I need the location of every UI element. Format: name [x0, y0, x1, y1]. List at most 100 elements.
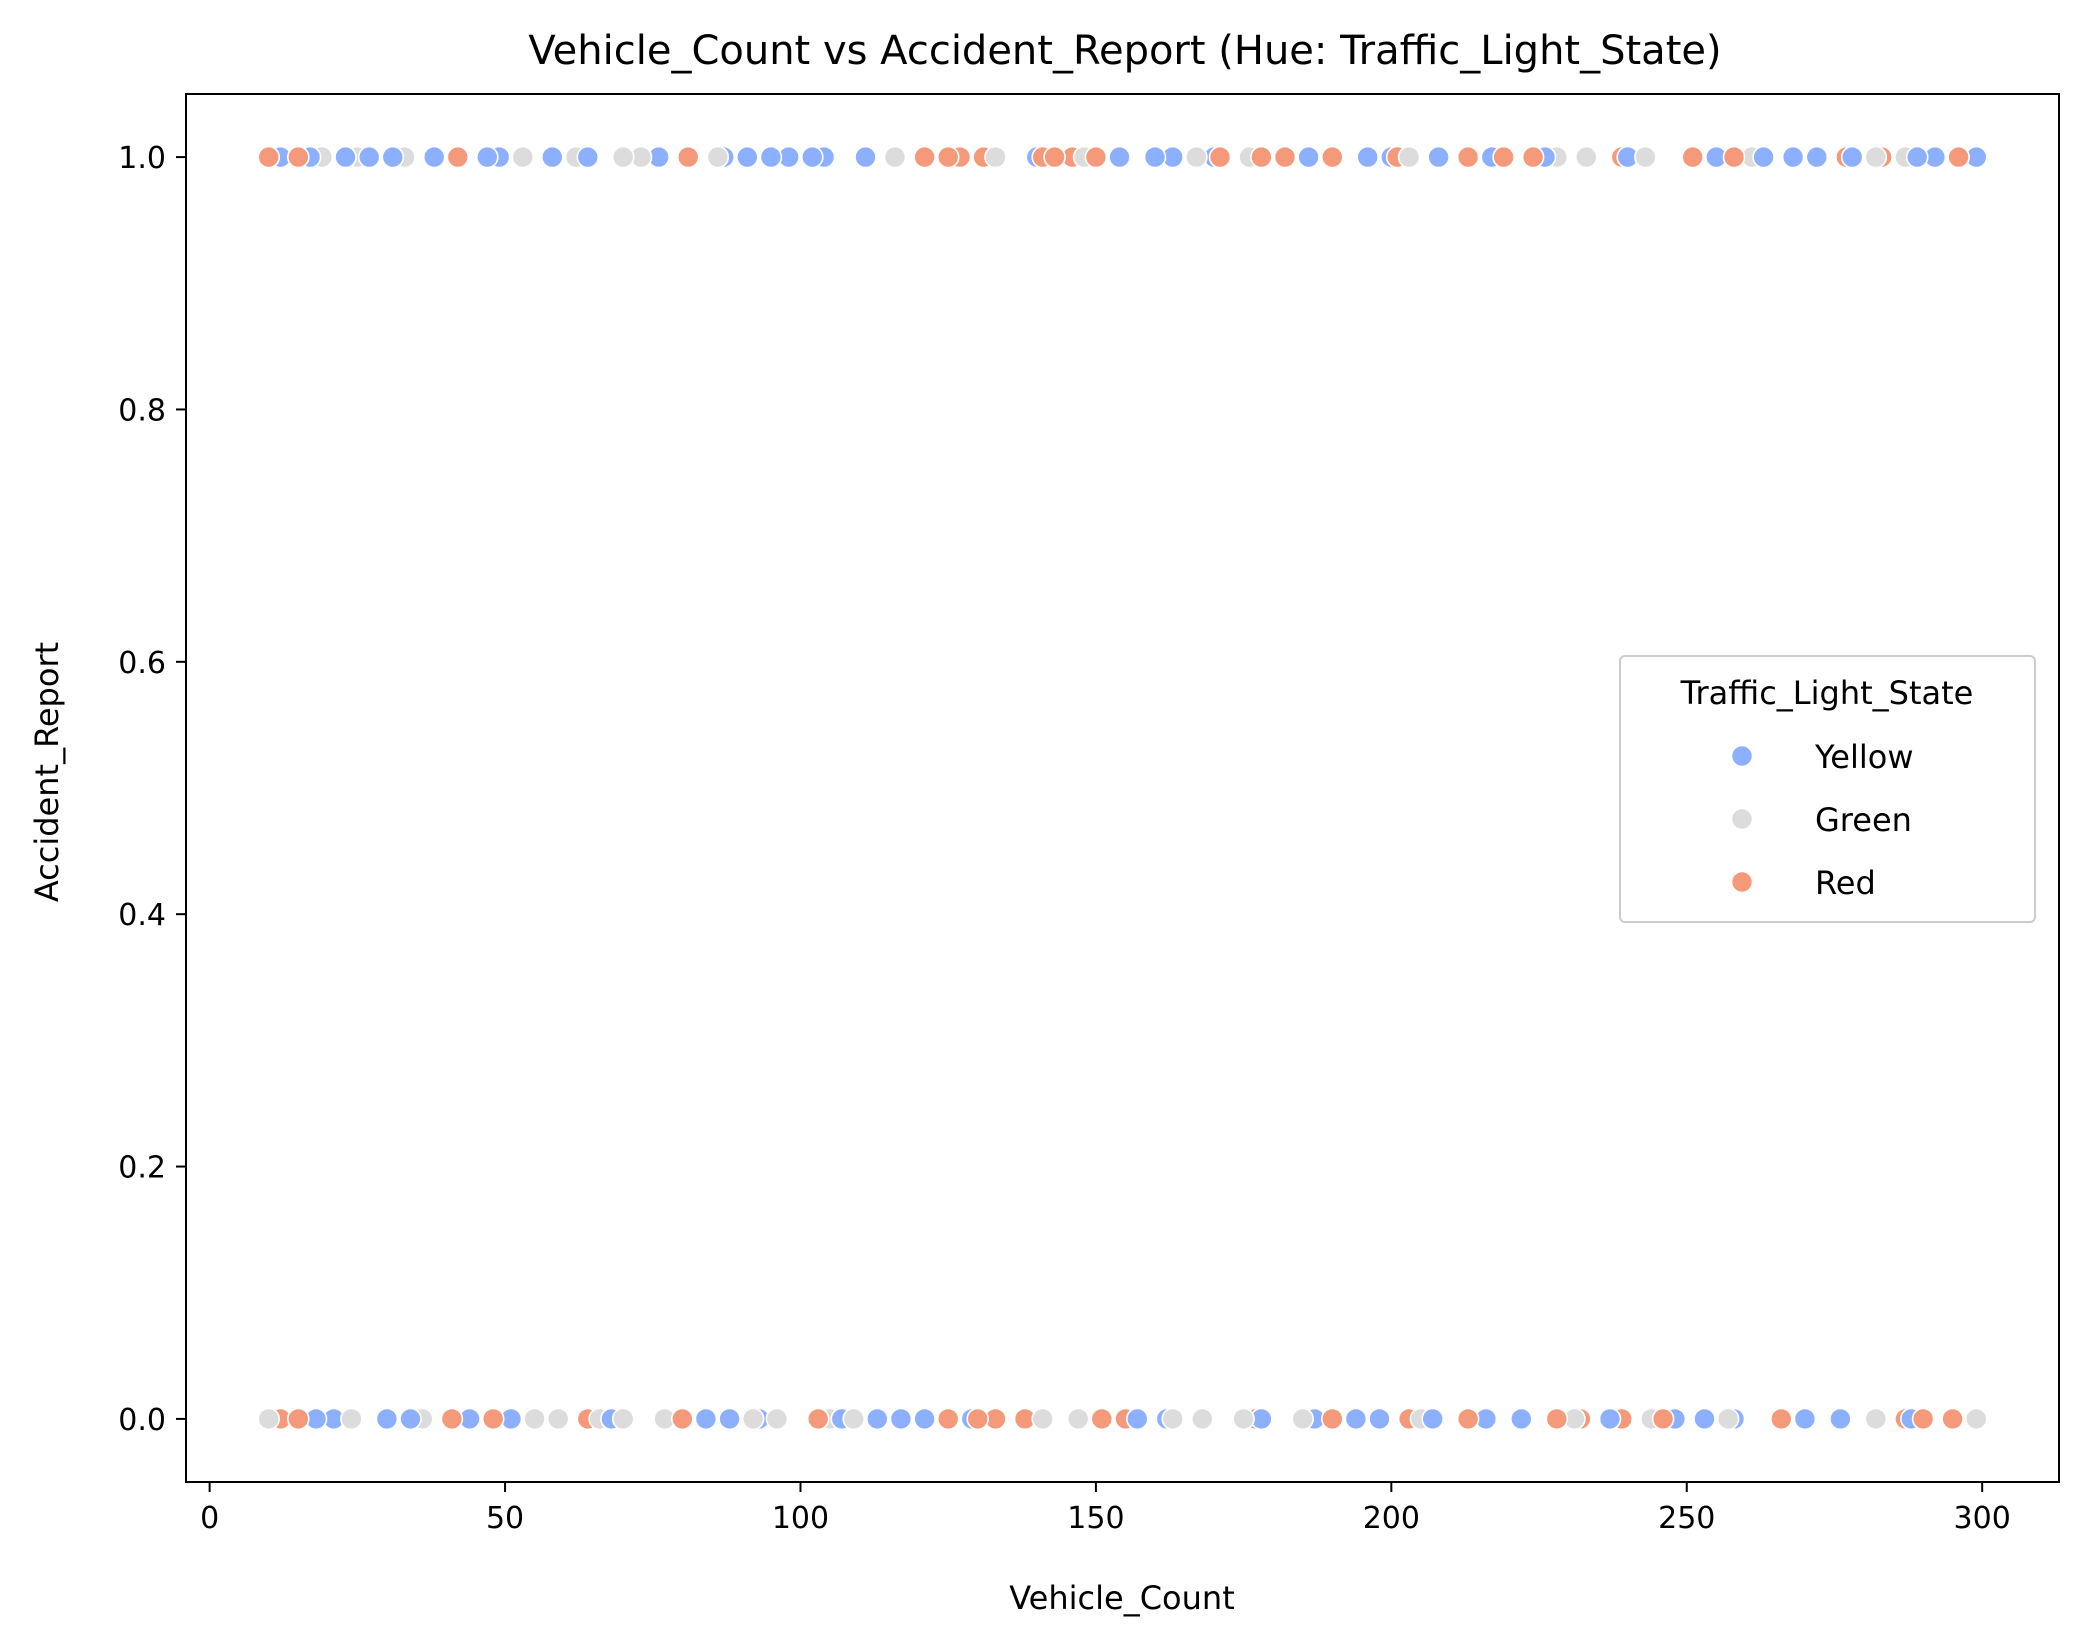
y-tick-label: 0.4 — [118, 898, 166, 933]
x-tick-label: 200 — [1363, 1501, 1420, 1536]
point-green — [1634, 145, 1657, 169]
point-yellow — [357, 145, 381, 169]
point-yellow — [1126, 1407, 1149, 1431]
point-red — [1681, 145, 1704, 169]
point-red — [257, 145, 281, 169]
point-yellow — [1344, 1407, 1368, 1431]
point-green — [706, 145, 730, 169]
point-red — [446, 145, 470, 169]
point-green — [1031, 1407, 1054, 1431]
y-tick-label: 0.8 — [118, 393, 166, 428]
point-green — [546, 1407, 570, 1431]
point-yellow — [475, 145, 499, 169]
point-red — [286, 1407, 310, 1431]
point-green — [611, 145, 635, 169]
point-yellow — [889, 1407, 913, 1431]
point-yellow — [381, 145, 405, 169]
point-red — [806, 1407, 830, 1431]
point-yellow — [1829, 1407, 1852, 1431]
x-tick-label: 150 — [1067, 1501, 1124, 1536]
legend-title: Traffic_Light_State — [1680, 674, 1974, 712]
point-yellow — [1368, 1407, 1391, 1431]
point-red — [966, 1407, 990, 1431]
point-green — [611, 1407, 635, 1431]
point-yellow — [735, 145, 759, 169]
point-red — [481, 1407, 505, 1431]
point-red — [1090, 1407, 1114, 1431]
point-green — [741, 1407, 765, 1431]
point-red — [936, 1407, 960, 1431]
point-green — [1185, 145, 1208, 169]
point-yellow — [1840, 145, 1864, 169]
point-yellow — [1510, 1407, 1533, 1431]
point-green — [523, 1407, 546, 1431]
point-red — [1651, 1407, 1675, 1431]
point-yellow — [1356, 145, 1379, 169]
plot-area-frame — [185, 93, 2060, 1483]
point-red — [1521, 145, 1545, 169]
legend-marker-red — [1730, 870, 1754, 894]
legend-label-yellow: Yellow — [1814, 738, 1914, 776]
point-green — [511, 145, 535, 169]
x-axis-ticks: 0 50 100 150 200 250 300 — [200, 1482, 2011, 1536]
point-red — [1273, 145, 1297, 169]
x-tick-label: 100 — [772, 1501, 829, 1536]
point-red — [440, 1407, 464, 1431]
point-yellow — [913, 1407, 936, 1431]
point-green — [1864, 1407, 1888, 1431]
point-green — [340, 1407, 363, 1431]
point-yellow — [1781, 145, 1805, 169]
point-green — [257, 1407, 281, 1431]
legend-entries: Yellow Green Red — [1730, 738, 1914, 902]
y-axis-ticks: 0.0 0.2 0.4 0.6 0.8 1.0 — [118, 141, 186, 1438]
point-yellow — [422, 145, 446, 169]
point-red — [913, 145, 936, 169]
point-yellow — [800, 145, 824, 169]
y-axis-label: Accident_Report — [28, 642, 66, 902]
legend: Traffic_Light_State Yellow Green Red — [1619, 655, 2036, 923]
point-red — [1941, 1407, 1964, 1431]
point-red — [676, 145, 700, 169]
point-yellow — [694, 1407, 718, 1431]
x-tick-label: 0 — [200, 1501, 219, 1536]
point-red — [1321, 145, 1344, 169]
point-red — [1084, 145, 1108, 169]
point-yellow — [540, 145, 564, 169]
legend-label-red: Red — [1815, 864, 1876, 902]
point-green — [842, 1407, 866, 1431]
legend-marker-green — [1730, 807, 1754, 831]
chart-title: Vehicle_Count vs Accident_Report (Hue: T… — [528, 28, 1721, 74]
point-red — [1770, 1407, 1793, 1431]
points-layer — [257, 145, 1988, 1431]
point-yellow — [1598, 1407, 1622, 1431]
point-red — [1722, 145, 1746, 169]
point-yellow — [1693, 1407, 1716, 1431]
point-yellow — [1793, 1407, 1817, 1431]
point-green — [1291, 1407, 1314, 1431]
legend-label-green: Green — [1815, 801, 1912, 839]
point-green — [765, 1407, 789, 1431]
point-yellow — [1143, 145, 1167, 169]
point-green — [883, 145, 907, 169]
point-red — [1043, 145, 1066, 169]
point-red — [1321, 1407, 1344, 1431]
point-yellow — [1905, 145, 1929, 169]
point-green — [1161, 1407, 1184, 1431]
point-red — [1456, 1407, 1480, 1431]
point-green — [1066, 1407, 1090, 1431]
point-yellow — [759, 145, 783, 169]
x-tick-label: 50 — [486, 1501, 524, 1536]
x-tick-label: 250 — [1658, 1501, 1715, 1536]
point-green — [1716, 1407, 1740, 1431]
y-tick-label: 0.0 — [118, 1403, 166, 1438]
point-yellow — [865, 1407, 889, 1431]
point-red — [1947, 145, 1970, 169]
point-red — [1545, 1407, 1569, 1431]
legend-box — [1619, 655, 2036, 923]
point-green — [984, 145, 1007, 169]
point-green — [1232, 1407, 1255, 1431]
x-tick-label: 300 — [1954, 1501, 2011, 1536]
point-green — [1575, 145, 1598, 169]
point-yellow — [718, 1407, 741, 1431]
